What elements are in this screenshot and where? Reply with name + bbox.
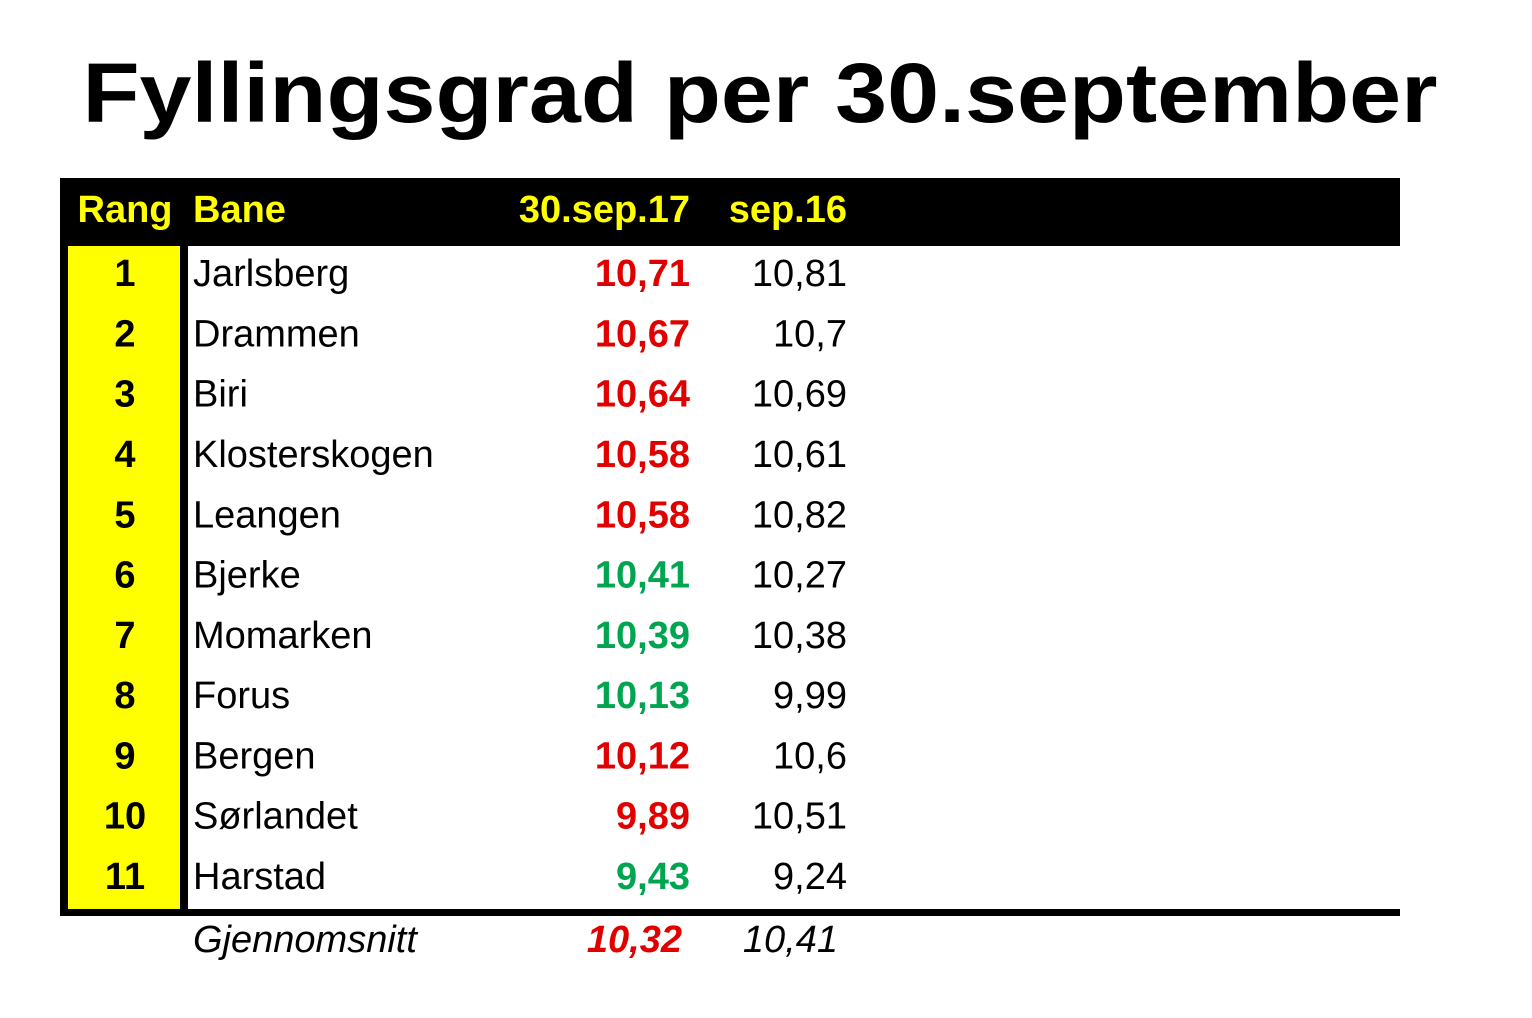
rank-cell: 6 bbox=[114, 555, 135, 597]
sep17-cell: 10,71 bbox=[595, 253, 690, 295]
header-cell: Bane bbox=[193, 189, 286, 231]
name-cell: Bergen bbox=[193, 735, 316, 777]
sep17-cell: 10,67 bbox=[595, 313, 690, 355]
sep16-cell: 9,24 bbox=[773, 856, 847, 898]
sep16-cell: 10,61 bbox=[752, 434, 847, 476]
left-border bbox=[60, 246, 68, 916]
name-cell: Forus bbox=[193, 675, 290, 717]
rank-cell: 5 bbox=[114, 494, 135, 536]
name-cell: Bjerke bbox=[193, 555, 301, 597]
name-cell: Biri bbox=[193, 374, 248, 416]
rank-cell: 10 bbox=[104, 796, 146, 838]
sep17-cell: 10,64 bbox=[595, 374, 690, 416]
sep17-cell: 10,41 bbox=[595, 555, 690, 597]
sep16-cell: 10,38 bbox=[752, 615, 847, 657]
rank-column bbox=[68, 246, 180, 910]
rank-cell: 4 bbox=[114, 434, 135, 476]
sep17-cell: 10,13 bbox=[595, 675, 690, 717]
footer-label: Gjennomsnitt bbox=[193, 919, 418, 961]
name-cell: Klosterskogen bbox=[193, 434, 434, 476]
name-cell: Leangen bbox=[193, 494, 341, 536]
rank-cell: 3 bbox=[114, 374, 135, 416]
name-cell: Momarken bbox=[193, 615, 373, 657]
header-bar bbox=[60, 178, 1400, 246]
sep16-cell: 10,69 bbox=[752, 374, 847, 416]
sep16-cell: 10,82 bbox=[752, 494, 847, 536]
rank-cell: 8 bbox=[114, 675, 135, 717]
sep17-cell: 10,39 bbox=[595, 615, 690, 657]
sep16-cell: 10,51 bbox=[752, 796, 847, 838]
name-cell: Jarlsberg bbox=[193, 253, 349, 295]
sep16-cell: 10,6 bbox=[773, 735, 847, 777]
sep17-cell: 9,89 bbox=[616, 796, 690, 838]
rank-cell: 7 bbox=[114, 615, 135, 657]
rank-cell: 9 bbox=[114, 735, 135, 777]
rank-cell: 11 bbox=[105, 856, 145, 898]
sep16-cell: 10,81 bbox=[752, 253, 847, 295]
sep16-cell: 9,99 bbox=[773, 675, 847, 717]
column-divider bbox=[180, 246, 188, 916]
bottom-border bbox=[60, 909, 1400, 916]
sep17-cell: 10,12 bbox=[595, 735, 690, 777]
name-cell: Sørlandet bbox=[193, 796, 358, 838]
sep16-cell: 10,7 bbox=[773, 313, 847, 355]
name-cell: Harstad bbox=[193, 856, 326, 898]
sep16-cell: 10,27 bbox=[752, 555, 847, 597]
footer-sep16: 10,41 bbox=[743, 919, 838, 961]
footer-sep17: 10,32 bbox=[587, 919, 682, 961]
header-cell: Rang bbox=[78, 189, 173, 231]
rank-cell: 2 bbox=[114, 313, 135, 355]
name-cell: Drammen bbox=[193, 313, 360, 355]
sep17-cell: 10,58 bbox=[595, 494, 690, 536]
sep17-cell: 10,58 bbox=[595, 434, 690, 476]
header-cell: 30.sep.17 bbox=[519, 189, 690, 231]
sep17-cell: 9,43 bbox=[616, 856, 690, 898]
header-cell: sep.16 bbox=[729, 189, 847, 231]
title: Fyllingsgrad per 30.september bbox=[83, 46, 1438, 140]
rank-cell: 1 bbox=[114, 253, 135, 295]
